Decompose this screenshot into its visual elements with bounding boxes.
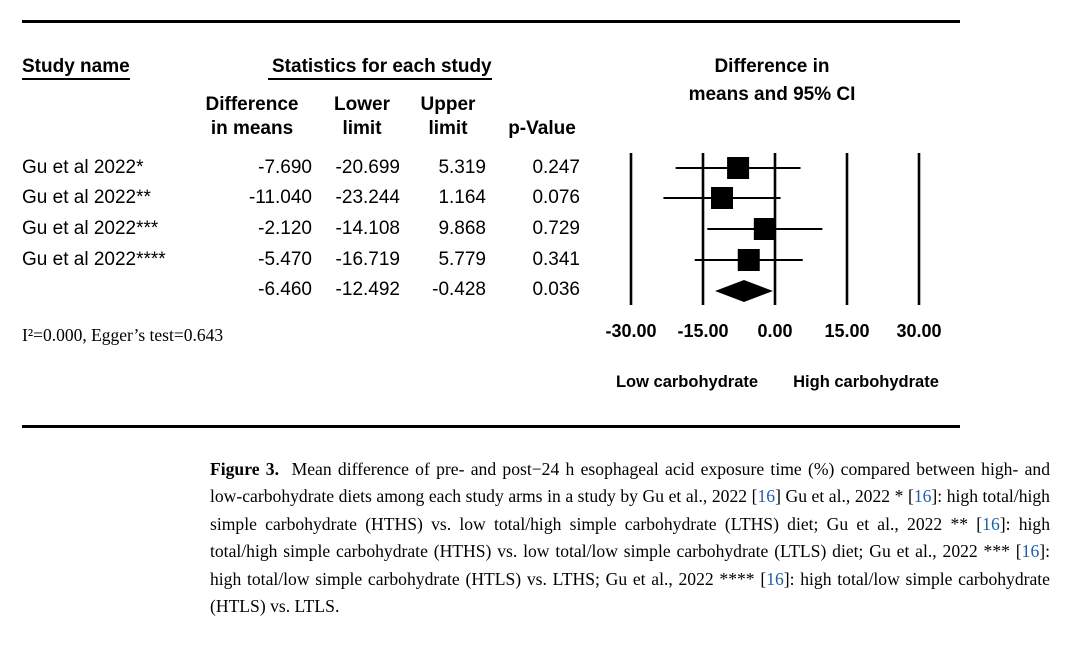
lower-value: -23.244: [335, 187, 400, 208]
left-direction-label: Low carbohydrate: [616, 373, 758, 391]
citation-link[interactable]: 16: [757, 486, 776, 507]
pooled-estimate-diamond: [715, 280, 773, 302]
summary-upper-value: -0.428: [432, 279, 486, 300]
caption-text-4: ]: high total/high simple carbohydrate (…: [210, 513, 1050, 562]
heterogeneity-stats: I²=0.000, Egger’s test=0.643: [22, 325, 224, 345]
upper-value: 9.868: [438, 218, 486, 239]
caption-label: Figure 3.: [210, 459, 279, 479]
header-plot-line1: Difference in: [714, 56, 830, 77]
caption-text-6: ]: high total/low simple carbohydrate (H…: [210, 568, 1050, 617]
diff-value: -5.470: [258, 249, 312, 270]
citation-link[interactable]: 16: [982, 513, 1000, 534]
upper-value: 5.779: [438, 249, 486, 270]
tick-label: 30.00: [896, 321, 941, 341]
tick-label: 15.00: [824, 321, 869, 341]
lower-value: -16.719: [335, 249, 400, 270]
point-estimate: [711, 187, 734, 209]
diff-value: -2.120: [258, 218, 312, 239]
p-value: 0.341: [532, 249, 580, 270]
col-upper-line2: limit: [428, 118, 468, 139]
header-statistics: Statistics for each study: [268, 56, 492, 80]
bottom-rule: [22, 425, 960, 428]
top-rule: [22, 20, 960, 23]
point-estimate: [727, 157, 750, 179]
study-name: Gu et al 2022*: [22, 157, 144, 178]
col-diff-line2: in means: [210, 118, 294, 139]
p-value: 0.076: [532, 187, 580, 208]
study-name: Gu et al 2022***: [22, 218, 159, 239]
study-name: Gu et al 2022**: [22, 187, 151, 208]
lower-value: -20.699: [335, 157, 400, 178]
summary-p-value: 0.036: [532, 279, 580, 300]
summary-lower-value: -12.492: [335, 279, 400, 300]
p-value: 0.247: [532, 157, 580, 178]
header-study-name: Study name: [22, 56, 140, 80]
citation-link[interactable]: 16: [913, 486, 932, 507]
caption-text-2: ] Gu et al., 2022 * [: [775, 486, 914, 507]
point-estimate: [737, 249, 760, 271]
upper-value: 1.164: [438, 187, 486, 208]
citation-link[interactable]: 16: [766, 568, 784, 589]
p-value: 0.729: [532, 218, 580, 239]
upper-value: 5.319: [438, 157, 486, 178]
point-estimate: [753, 218, 776, 240]
figure-caption: Figure 3. Mean difference of pre- and po…: [210, 456, 1050, 620]
tick-label: 0.00: [757, 321, 792, 341]
citation-link[interactable]: 16: [1021, 541, 1040, 562]
diff-value: -11.040: [248, 187, 312, 208]
lower-value: -14.108: [335, 218, 400, 239]
tick-label: -15.00: [677, 321, 728, 341]
caption-text-5: ]: high total/low simple carbohydrate (H…: [210, 541, 1050, 589]
col-diff-line1: Difference: [205, 94, 299, 115]
summary-diff-value: -6.460: [258, 279, 312, 300]
caption-text-3: ]: high total/high simple carbohydrate (…: [210, 486, 1050, 534]
col-lower-line1: Lower: [334, 94, 390, 115]
col-lower-line2: limit: [342, 118, 382, 139]
col-p-value: p-Value: [508, 118, 576, 139]
study-name: Gu et al 2022****: [22, 249, 166, 270]
caption-text-1: Mean difference of pre- and post−24 h es…: [210, 459, 1050, 507]
tick-label: -30.00: [605, 321, 656, 341]
right-direction-label: High carbohydrate: [793, 373, 939, 391]
header-plot-line2: means and 95% CI: [688, 84, 856, 105]
col-upper-line1: Upper: [420, 94, 476, 115]
diff-value: -7.690: [258, 157, 312, 178]
